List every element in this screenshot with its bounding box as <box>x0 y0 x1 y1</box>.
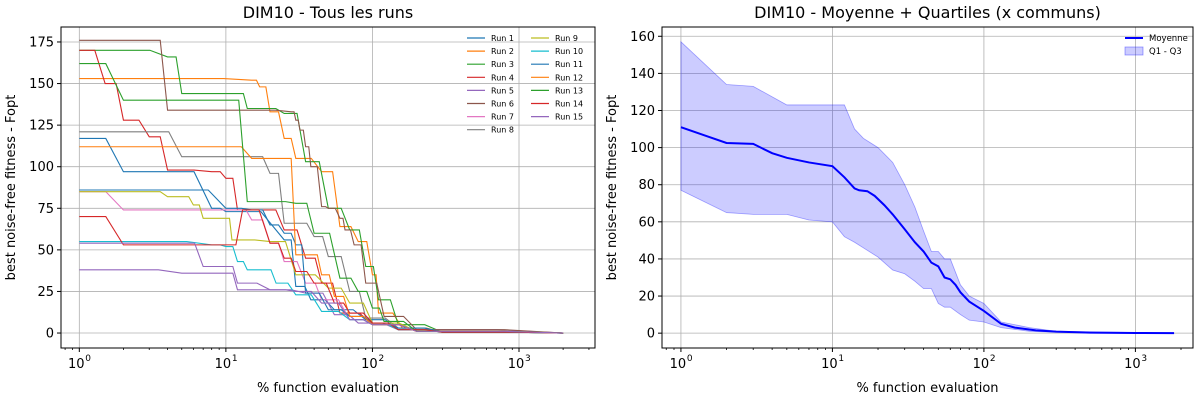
y-tick-label: 140 <box>630 67 655 82</box>
y-tick-label: 120 <box>630 104 655 119</box>
series-line-run-15 <box>79 242 564 334</box>
legend-label: Run 10 <box>555 47 583 56</box>
axes-frame <box>661 26 1194 349</box>
legend-label: Run 2 <box>491 47 514 56</box>
legend-label: Run 9 <box>555 34 578 43</box>
grid <box>61 27 595 348</box>
y-tick-label: 20 <box>638 290 655 305</box>
series-line-run-14 <box>79 209 564 334</box>
legend-label: Run 15 <box>555 113 583 122</box>
legend-label: Moyenne <box>1149 34 1188 44</box>
legend: Run 1 Run 2 Run 3 Run 4 Run 5 Run 6 Run 7 Run 8… <box>467 34 583 135</box>
plot-area <box>680 40 1175 335</box>
y-tick-label: 160 <box>630 30 655 45</box>
x-axis-label: % function evaluation <box>257 381 399 396</box>
x-tick-exponent: 1 <box>838 354 844 364</box>
legend-label: Run 1 <box>491 34 514 43</box>
y-tick-label: 75 <box>37 202 54 217</box>
y-tick-label: 150 <box>29 77 54 92</box>
y-tick-label: 125 <box>29 119 54 134</box>
y-tick-label: 0 <box>647 327 655 342</box>
x-tick-label: 10 <box>508 357 525 372</box>
grid <box>662 27 1193 348</box>
legend-label: Run 13 <box>555 86 583 95</box>
x-axis: 10 0 10 1 10 2 10 3 <box>64 348 590 372</box>
legend: Moyenne Q1 - Q3 <box>1124 34 1188 57</box>
x-tick-label: 10 <box>215 357 232 372</box>
plot-area <box>79 39 564 334</box>
series-line-run-13 <box>79 63 564 334</box>
x-tick-exponent: 2 <box>378 354 384 364</box>
x-axis: 10 0 10 1 10 2 10 3 <box>665 348 1182 372</box>
x-tick-exponent: 3 <box>1141 354 1147 364</box>
y-tick-label: 175 <box>29 35 54 50</box>
series-line-run-9 <box>79 191 564 334</box>
y-tick-label: 25 <box>37 285 54 300</box>
x-tick-label: 10 <box>68 357 85 372</box>
legend-label: Run 6 <box>491 100 514 109</box>
x-tick-label: 10 <box>670 357 687 372</box>
y-axis-label: best noise-free fitness - Fopt <box>605 95 620 281</box>
y-axis: 0 20 40 60 80 100 120 140 160 <box>630 30 662 342</box>
legend-label: Run 4 <box>491 73 514 82</box>
legend-label: Run 12 <box>555 73 583 82</box>
mean-line <box>680 126 1175 335</box>
x-tick-exponent: 0 <box>687 354 693 364</box>
legend-label: Run 7 <box>491 113 514 122</box>
x-tick-exponent: 2 <box>990 354 996 364</box>
y-tick-label: 100 <box>630 141 655 156</box>
chart-title: DIM10 - Tous les runs <box>243 3 413 22</box>
x-tick-label: 10 <box>821 357 838 372</box>
y-axis-label: best noise-free fitness - Fopt <box>4 95 19 281</box>
legend-label: Run 8 <box>491 126 514 135</box>
x-tick-label: 10 <box>361 357 378 372</box>
legend-swatch-band <box>1124 46 1144 56</box>
x-tick-exponent: 1 <box>232 354 238 364</box>
chart-title: DIM10 - Moyenne + Quartiles (x communs) <box>754 3 1101 22</box>
y-tick-label: 0 <box>46 327 54 342</box>
x-tick-exponent: 0 <box>85 354 91 364</box>
series-line-run-5 <box>79 269 564 334</box>
y-tick-label: 40 <box>638 252 655 267</box>
y-tick-label: 80 <box>638 178 655 193</box>
y-tick-label: 50 <box>37 243 54 258</box>
series-line-run-6 <box>79 39 564 334</box>
y-axis: 0 25 50 75 100 125 150 175 <box>29 35 61 342</box>
x-axis-label: % function evaluation <box>856 381 998 396</box>
legend-label: Run 14 <box>555 100 583 109</box>
legend-label: Run 11 <box>555 60 583 69</box>
x-tick-exponent: 3 <box>525 354 531 364</box>
x-tick-label: 10 <box>973 357 990 372</box>
series-line-run-3 <box>79 49 564 334</box>
y-tick-label: 100 <box>29 160 54 175</box>
legend-label: Run 5 <box>491 86 514 95</box>
x-tick-label: 10 <box>1124 357 1141 372</box>
y-tick-label: 60 <box>638 215 655 230</box>
legend-label: Run 3 <box>491 60 514 69</box>
legend-label: Q1 - Q3 <box>1149 47 1182 57</box>
